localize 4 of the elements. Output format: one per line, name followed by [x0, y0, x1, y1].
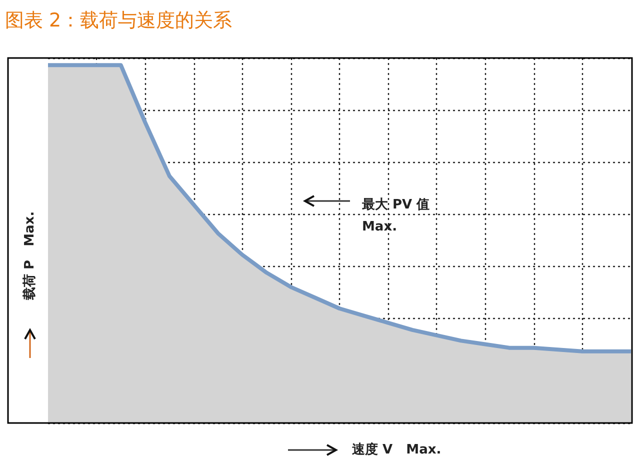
- annotation: 最大 PV 值 Max.: [361, 198, 430, 234]
- y-axis-title: 载荷 P Max.: [22, 211, 38, 301]
- chart-title: 图表 2：载荷与速度的关系: [5, 10, 232, 32]
- x-axis-title: 速度 V Max.: [352, 442, 442, 458]
